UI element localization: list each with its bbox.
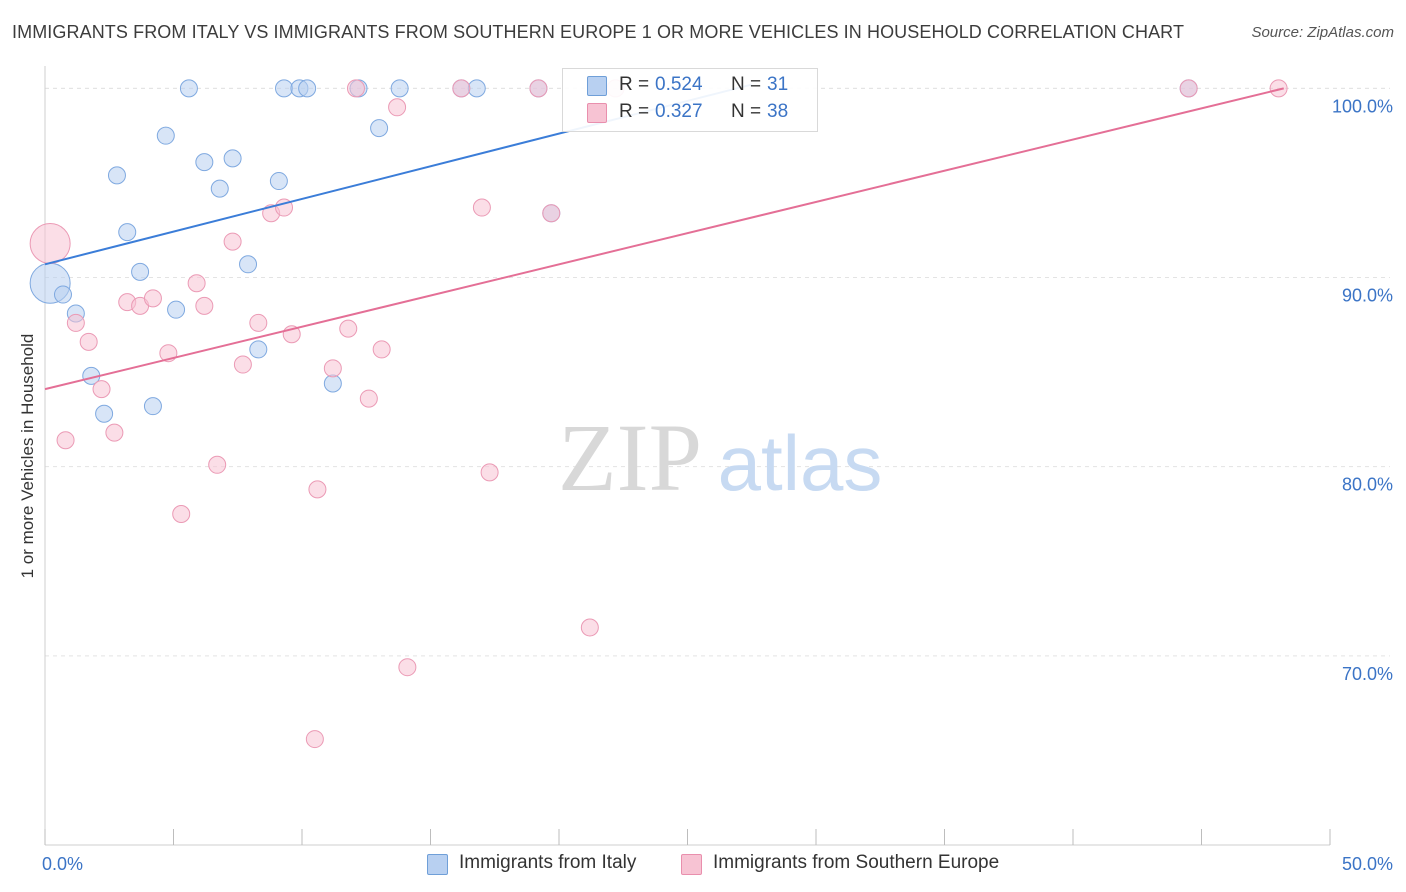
southern-point: [187, 274, 206, 293]
italy-r-label: R =: [619, 74, 650, 95]
southern-point: [143, 289, 162, 308]
southern-swatch-icon: [587, 103, 607, 123]
southern-point: [249, 313, 268, 332]
italy-point: [107, 166, 126, 185]
y-tick-label: 100.0%: [1332, 96, 1393, 116]
watermark-atlas: atlas: [718, 419, 883, 507]
italy-point: [249, 340, 268, 359]
italy-point: [323, 374, 342, 393]
southern-point: [56, 431, 75, 450]
southern-point: [223, 232, 242, 251]
italy-point: [195, 153, 214, 172]
southern-point: [580, 618, 599, 637]
axis-layer: [44, 66, 1331, 846]
italy-point: [131, 262, 150, 281]
southern-point: [305, 730, 324, 749]
southern-point: [388, 98, 407, 117]
italy-point: [269, 172, 288, 191]
x-tick-label: 0.0%: [42, 854, 83, 874]
southern-point: [1269, 79, 1288, 98]
italy-point: [143, 397, 162, 416]
watermark-zip: ZIP: [558, 404, 702, 511]
southern-point: [208, 455, 227, 474]
southern-legend-label: Immigrants from Southern Europe: [713, 852, 1000, 873]
southern-point: [1179, 79, 1198, 98]
chart-title: IMMIGRANTS FROM ITALY VS IMMIGRANTS FROM…: [12, 22, 1185, 42]
italy-legend-label: Immigrants from Italy: [459, 852, 637, 873]
italy-point: [390, 79, 409, 98]
italy-point: [95, 404, 114, 423]
southern-point: [542, 204, 561, 223]
southern-n-label: N =: [731, 101, 762, 122]
source-label: Source: ZipAtlas.com: [1251, 24, 1394, 41]
italy-point: [275, 79, 294, 98]
southern-point: [92, 380, 111, 399]
italy-point: [467, 79, 486, 98]
southern-point: [472, 198, 491, 217]
italy-swatch-icon: [587, 76, 607, 96]
southern-point: [195, 296, 214, 315]
southern-point: [66, 313, 85, 332]
y-tick-label: 90.0%: [1342, 286, 1393, 306]
italy-r-value: 0.524: [655, 74, 703, 95]
southern-r-label: R =: [619, 101, 650, 122]
italy-point: [179, 79, 198, 98]
italy-point: [210, 179, 229, 198]
southern-n-value: 38: [767, 101, 789, 122]
southern-point: [452, 79, 471, 98]
southern-point: [372, 340, 391, 359]
italy-point: [239, 255, 258, 274]
southern-point: [308, 480, 327, 499]
italy-point: [167, 300, 186, 319]
correlation-legend: R = 0.524 N = 31 R = 0.327 N = 38: [562, 68, 818, 132]
southern-r-value: 0.327: [655, 101, 703, 122]
southern-point: [359, 389, 378, 408]
italy-point: [156, 126, 175, 145]
southern-point: [346, 79, 365, 98]
italy-n-value: 31: [767, 74, 789, 95]
southern-point: [323, 359, 342, 378]
label-layer: 100.0% 90.0% 80.0% 70.0% 0.0% 50.0%: [42, 96, 1393, 874]
southern-point: [339, 319, 358, 338]
southern-point: [79, 332, 98, 351]
southern-point: [105, 423, 124, 442]
italy-n-label: N =: [731, 74, 762, 95]
italy-point: [53, 285, 72, 304]
y-tick-label: 80.0%: [1342, 475, 1393, 495]
x-tick-label: 50.0%: [1342, 854, 1393, 874]
italy-legend-swatch-icon: [427, 854, 448, 875]
southern-trend-line: [44, 87, 1284, 391]
southern-point: [29, 222, 71, 264]
southern-point: [480, 463, 499, 482]
italy-point: [298, 79, 317, 98]
italy-point: [370, 119, 389, 138]
italy-point: [223, 149, 242, 168]
y-tick-label: 70.0%: [1342, 664, 1393, 684]
southern-point: [398, 658, 417, 677]
southern-point: [529, 79, 548, 98]
southern-legend-swatch-icon: [681, 854, 702, 875]
southern-point: [172, 504, 191, 523]
southern-point: [233, 355, 252, 374]
y-axis-label: 1 or more Vehicles in Household: [18, 333, 37, 579]
italy-point: [118, 223, 137, 242]
